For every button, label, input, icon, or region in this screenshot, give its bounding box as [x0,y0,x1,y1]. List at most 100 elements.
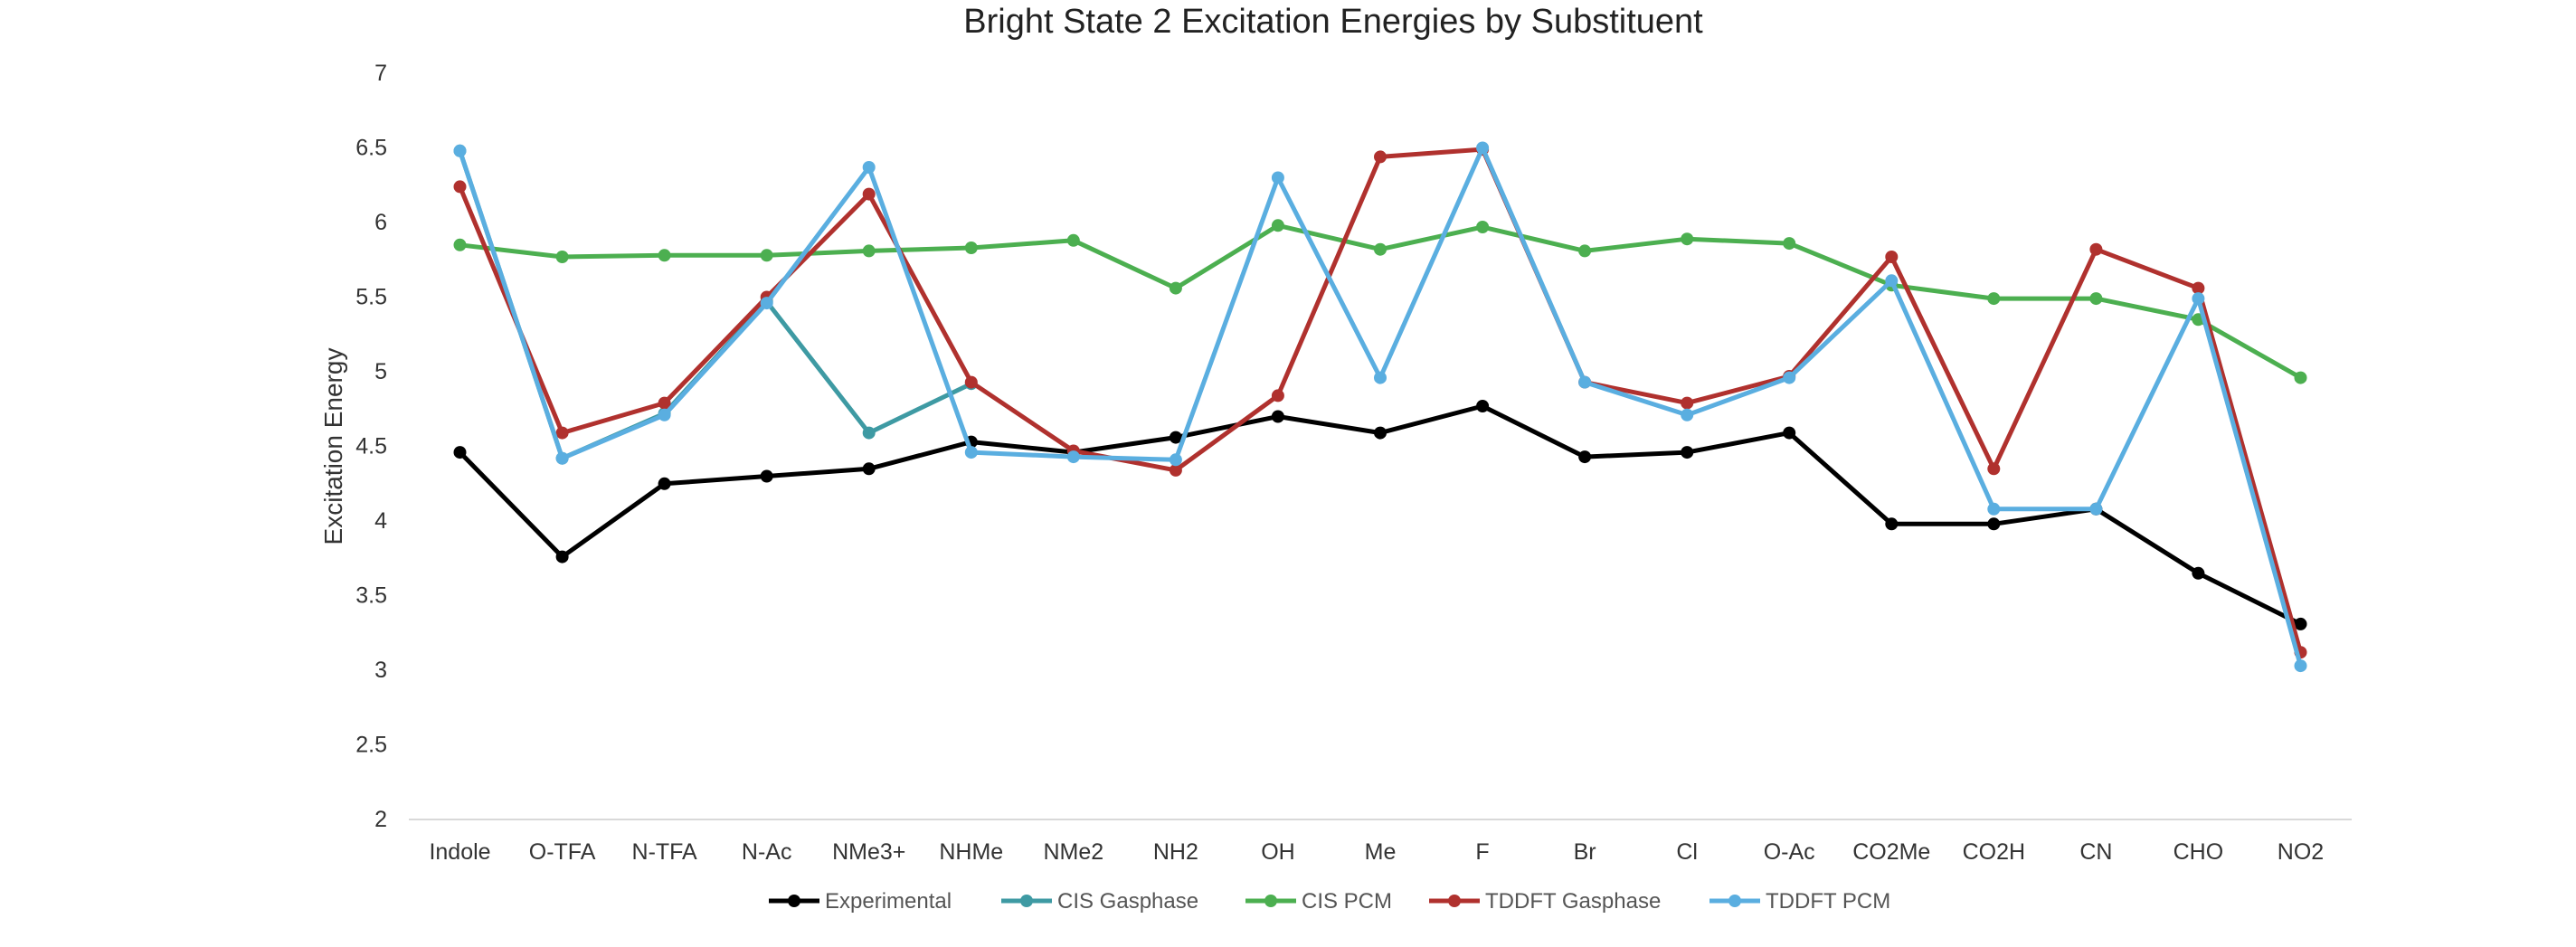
data-point-cis-pcm-o-tfa [555,251,569,263]
y-tick-label: 6.5 [355,136,387,161]
y-tick-label: 3.5 [355,583,387,609]
legend-item-experimental: Experimental [769,889,952,914]
data-point-cis-pcm-indole [453,238,467,251]
y-tick-label: 3 [374,658,387,683]
x-tick-label-nhme: NHMe [939,839,1003,865]
series-line-tddft-gasphase [458,147,2303,655]
data-point-tddft-gasphase-o-tfa [555,426,569,440]
data-point-tddft-pcm-nme3 [862,161,876,174]
data-point-tddft-gasphase-nhme [964,375,978,389]
legend-item-cis-pcm: CIS PCM [1245,889,1392,914]
series-tddft-pcm [453,141,2307,673]
x-tick-label-me: Me [1365,839,1397,865]
data-point-tddft-pcm-n-tfa [658,408,671,421]
data-point-tddft-pcm-o-tfa [555,451,569,465]
data-point-experimental-o-tfa [555,550,569,563]
data-point-cis-pcm-co2h [1987,292,2001,306]
legend-label: Experimental [825,889,952,914]
legend-swatch-marker [1448,895,1461,907]
x-tick-label-co2me: CO2Me [1852,839,1930,865]
data-point-tddft-pcm-me [1374,371,1387,384]
y-tick-label: 4.5 [355,434,387,459]
series-experimental [453,400,2307,630]
data-point-cis-pcm-n-tfa [658,249,671,262]
data-point-cis-pcm-no2 [2294,371,2307,384]
data-point-experimental-br [1578,450,1592,464]
chart-title: Bright State 2 Excitation Energies by Su… [963,3,1703,41]
data-point-tddft-pcm-co2h [1987,502,2001,516]
data-point-cis-pcm-cn [2089,292,2103,306]
data-point-cis-pcm-f [1476,221,1490,233]
legend-item-tddft-gasphase: TDDFT Gasphase [1429,889,1661,914]
data-point-cis-pcm-oh [1271,219,1284,232]
legend-label: CIS PCM [1302,889,1392,914]
data-point-experimental-n-tfa [658,477,671,490]
data-point-tddft-pcm-nhme [964,446,978,459]
data-point-experimental-f [1476,400,1490,412]
x-axis-ticks: Indole O-TFA N-TFA N-Ac NMe3+ NHMe NMe2 NH2 OH Me… [429,839,2324,865]
data-point-experimental-n-ac [760,469,773,483]
legend-swatch-marker [1728,895,1741,907]
data-point-tddft-gasphase-co2h [1987,462,2001,476]
y-tick-label: 6 [374,210,387,235]
x-tick-label-co2h: CO2H [1963,839,2025,865]
data-point-cis-pcm-cl [1681,232,1694,246]
data-point-tddft-pcm-no2 [2294,659,2307,673]
x-tick-label-cl: Cl [1676,839,1698,865]
data-point-experimental-co2h [1987,517,2001,531]
data-point-tddft-gasphase-cn [2089,242,2103,256]
x-tick-label-o-ac: O-Ac [1764,839,1815,865]
legend-swatch-marker [1020,895,1033,907]
legend-item-tddft-pcm: TDDFT PCM [1709,889,1890,914]
x-tick-label-cn: CN [2079,839,2112,865]
data-point-experimental-oh [1271,410,1284,423]
data-point-cis-pcm-n-ac [760,249,773,262]
x-tick-label-nme3: NMe3+ [832,839,905,865]
x-tick-label-nh2: NH2 [1153,839,1198,865]
data-point-cis-pcm-nhme [964,241,978,254]
x-tick-label-cho: CHO [2174,839,2224,865]
legend-label: TDDFT PCM [1766,889,1890,914]
data-point-tddft-gasphase-cl [1681,396,1694,410]
data-point-tddft-gasphase-nh2 [1169,463,1182,477]
x-tick-label-indole: Indole [429,839,490,865]
series-tddft-gasphase [453,143,2307,659]
y-tick-label: 5 [374,359,387,384]
data-point-tddft-pcm-nh2 [1169,453,1182,467]
data-point-tddft-pcm-nme2 [1066,450,1080,464]
x-tick-label-nme2: NMe2 [1043,839,1103,865]
x-tick-label-no2: NO2 [2278,839,2324,865]
data-point-cis-pcm-me [1374,242,1387,256]
x-tick-label-oh: OH [1261,839,1295,865]
data-point-experimental-cho [2192,566,2205,580]
data-point-experimental-me [1374,426,1387,440]
data-point-tddft-gasphase-me [1374,150,1387,164]
data-point-tddft-pcm-co2me [1885,274,1899,288]
data-point-tddft-gasphase-oh [1271,389,1284,402]
data-point-tddft-pcm-cn [2089,502,2103,516]
data-point-experimental-co2me [1885,517,1899,531]
x-tick-label-n-tfa: N-TFA [632,839,698,865]
legend-label: TDDFT Gasphase [1485,889,1661,914]
data-point-cis-gasphase-nme3 [862,426,876,440]
legend-label: CIS Gasphase [1057,889,1198,914]
legend-swatch-marker [1264,895,1277,907]
data-point-experimental-indole [453,446,467,459]
legend: Experimental CIS Gasphase CIS PCM TDDFT Gas… [769,889,1890,914]
data-point-cis-pcm-nme2 [1066,233,1080,247]
y-tick-label: 7 [374,61,387,86]
y-axis-label-group: Excitation Energy [319,348,347,545]
data-point-experimental-cl [1681,446,1694,459]
y-tick-label: 2 [374,807,387,832]
legend-swatch-marker [788,895,800,907]
x-tick-label-n-ac: N-Ac [742,839,792,865]
data-point-experimental-nme3 [862,462,876,476]
data-point-tddft-pcm-indole [453,144,467,157]
series-layer [453,141,2307,673]
y-axis-ticks: 2 2.5 3 3.5 4 4.5 5 5.5 6 6.5 7 [355,61,387,832]
x-tick-label-o-tfa: O-TFA [529,839,596,865]
series-line-cis-gasphase [458,148,974,461]
data-point-tddft-pcm-cho [2192,292,2205,306]
data-point-tddft-pcm-n-ac [760,297,773,310]
